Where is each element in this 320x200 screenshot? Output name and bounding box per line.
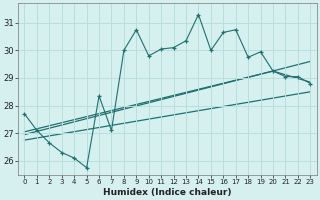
X-axis label: Humidex (Indice chaleur): Humidex (Indice chaleur) (103, 188, 232, 197)
